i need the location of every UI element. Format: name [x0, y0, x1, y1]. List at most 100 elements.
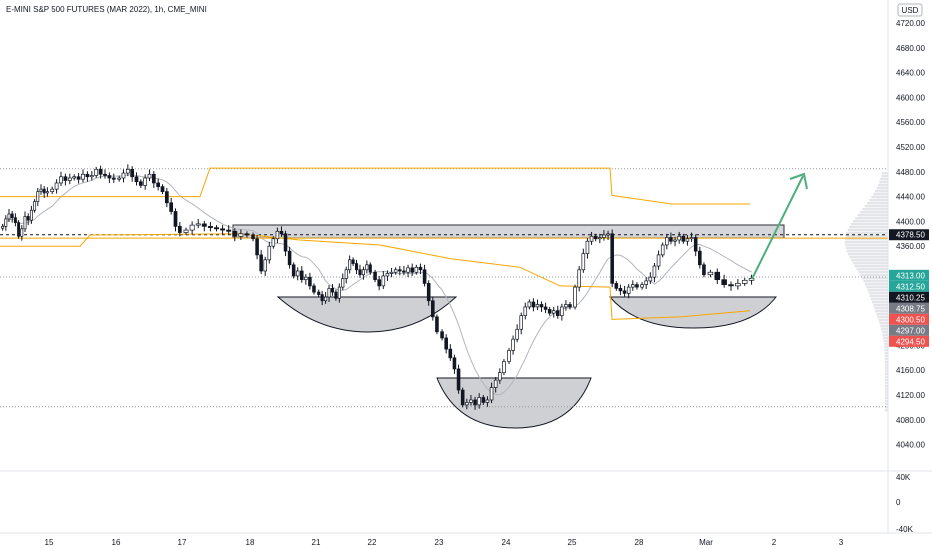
profile-bar: [870, 298, 888, 301]
candle: [226, 225, 232, 235]
candle: [507, 347, 511, 364]
profile-bar: [857, 214, 888, 217]
candle: [337, 283, 341, 303]
profile-bar: [852, 220, 888, 223]
candle: [673, 236, 677, 247]
candle: [300, 266, 304, 283]
candle: [13, 213, 17, 227]
candle: [714, 268, 721, 285]
candle: [312, 283, 316, 295]
candle: [29, 205, 33, 224]
candle: [626, 284, 631, 299]
price-tick-label: 4160.00: [896, 366, 925, 375]
candle: [138, 179, 143, 188]
profile-bar: [884, 376, 888, 379]
neckline-zone[interactable]: [232, 224, 785, 239]
candle: [169, 197, 174, 215]
profile-bar: [884, 382, 888, 385]
candle: [473, 396, 477, 410]
candle: [320, 290, 324, 306]
candle: [614, 280, 619, 291]
candle: [531, 298, 536, 312]
price-tag-label: 4310.25: [896, 293, 925, 302]
candle: [164, 187, 169, 208]
candle: [551, 306, 556, 318]
profile-bar: [884, 370, 888, 373]
candle: [564, 300, 568, 311]
candle: [368, 262, 372, 275]
left-shoulder[interactable]: [276, 296, 458, 333]
candle: [577, 266, 581, 292]
candle: [373, 269, 377, 283]
candle: [539, 301, 544, 312]
profile-bar: [880, 178, 888, 181]
candle: [291, 262, 296, 279]
profile-bar: [884, 355, 888, 358]
candle: [103, 169, 107, 179]
candle: [610, 229, 614, 288]
time-tick-label: 17: [178, 538, 187, 547]
profile-bar: [849, 226, 888, 229]
time-tick-label: 23: [435, 538, 444, 547]
profile-bar: [871, 196, 888, 199]
candle: [515, 324, 519, 343]
candle: [573, 284, 577, 310]
profile-bar: [884, 406, 888, 409]
volume-profile: [844, 172, 888, 412]
profile-bar: [867, 289, 888, 292]
candle: [469, 395, 473, 406]
candle: [640, 282, 644, 290]
candle: [381, 271, 386, 289]
candle: [220, 225, 226, 235]
candle: [304, 274, 308, 285]
time-tick-label: 2: [772, 538, 777, 547]
profile-bar: [883, 343, 888, 346]
candle: [707, 269, 714, 278]
candle: [660, 242, 665, 258]
price-tag: [889, 291, 929, 303]
price-tick-label: 4400.00: [896, 217, 925, 226]
price-tick-label: 4520.00: [896, 143, 925, 152]
right-shoulder[interactable]: [608, 296, 778, 329]
profile-bar: [884, 400, 888, 403]
candle: [255, 235, 259, 260]
candle: [702, 262, 706, 278]
candle: [341, 273, 345, 291]
profile-bar: [884, 403, 888, 406]
candle: [511, 335, 515, 355]
candle: [232, 228, 238, 242]
profile-bar: [883, 340, 888, 343]
candle: [677, 231, 681, 244]
candle: [477, 393, 481, 409]
candle: [263, 256, 267, 276]
candle: [481, 395, 486, 405]
profile-bar: [860, 274, 888, 277]
candle: [644, 277, 648, 289]
candle: [622, 285, 627, 297]
profile-bar: [864, 283, 888, 286]
head[interactable]: [436, 377, 592, 429]
price-tick-label: 4480.00: [896, 168, 925, 177]
volume-tick-label: 0: [896, 498, 901, 507]
profile-bar: [879, 322, 888, 325]
time-axis[interactable]: 15 16 17 18 21 22 23 24 25 28 Mar 2 3: [0, 532, 932, 550]
profile-bar: [885, 409, 888, 412]
price-tag-label: 4297.00: [896, 326, 925, 335]
reference-lines: [0, 168, 888, 408]
candle: [385, 270, 390, 281]
profile-bar: [852, 262, 888, 265]
time-tick-label: 24: [502, 538, 511, 547]
profile-bar: [881, 328, 888, 331]
pattern-annotations: [232, 224, 785, 429]
candle: [59, 171, 63, 187]
candle: [435, 314, 439, 335]
profile-bar: [881, 331, 888, 334]
profile-bar: [856, 268, 888, 271]
candle: [287, 246, 292, 269]
price-axis[interactable]: USD 4720.00 4680.00 4640.00 4600.00 4560.00 4…: [887, 0, 932, 534]
profile-bar: [847, 253, 888, 256]
currency-badge[interactable]: [897, 3, 923, 17]
profile-bar: [876, 313, 888, 316]
breakout-arrow[interactable]: [751, 172, 808, 280]
